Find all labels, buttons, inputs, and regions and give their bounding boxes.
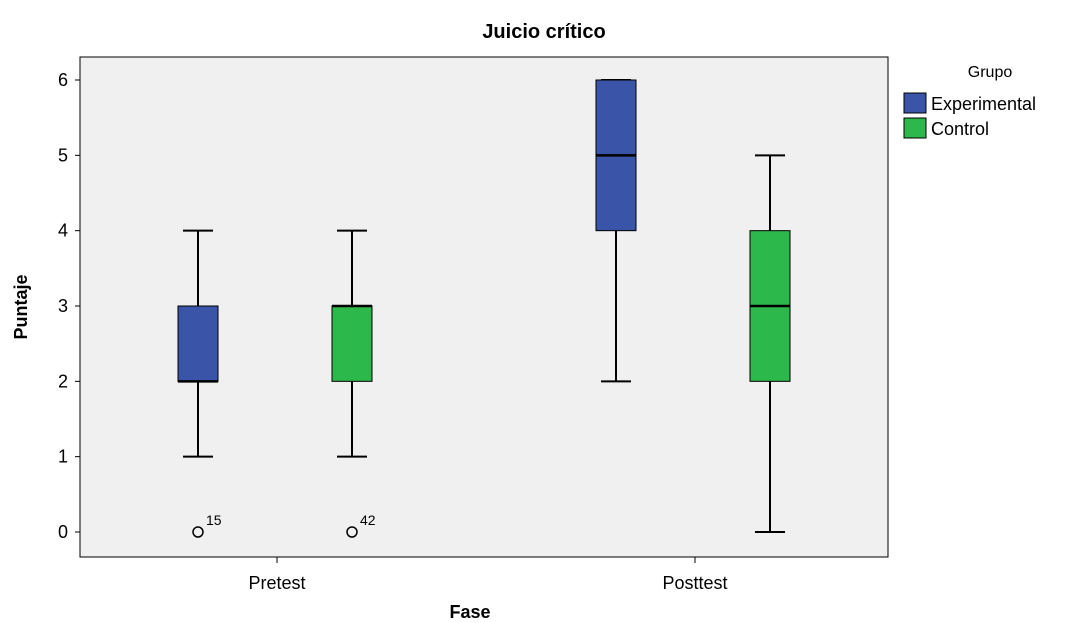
iqr-box-control-pretest (331, 305, 373, 382)
y-tick-label-6: 6 (58, 70, 68, 90)
x-tick-label-pretest: Pretest (248, 573, 305, 593)
box-control-pretest: 42 (331, 229, 376, 538)
box-series: 15 42 (177, 79, 791, 538)
y-tick-label-5: 5 (58, 145, 68, 165)
chart-title: Juicio crítico (482, 21, 605, 43)
y-tick-label-0: 0 (58, 522, 68, 542)
y-axis-title: Puntaje (11, 274, 31, 339)
y-tick-label-1: 1 (58, 447, 68, 467)
box-control-posttest (749, 154, 791, 533)
outlier-label-control-pretest: 42 (360, 512, 376, 528)
x-axis-title: Fase (449, 602, 490, 622)
x-tick-label-posttest: Posttest (662, 573, 727, 593)
legend-label-control: Control (931, 119, 989, 139)
outlier-control-pretest (346, 526, 358, 538)
legend-swatch-experimental (903, 92, 927, 114)
y-tick-label-2: 2 (58, 371, 68, 391)
legend-swatch-control (903, 117, 927, 139)
legend-label-experimental: Experimental (931, 94, 1036, 114)
y-axis: 0 1 2 3 4 5 6 (58, 70, 80, 542)
box-experimental-posttest (595, 79, 637, 383)
legend: Grupo Experimental Control (903, 64, 1036, 139)
iqr-box-experimental-pretest (177, 305, 219, 382)
x-axis: Pretest Posttest (248, 557, 728, 593)
box-experimental-pretest: 15 (177, 229, 222, 538)
outlier-label-experimental-pretest: 15 (206, 512, 222, 528)
outlier-experimental-pretest (192, 526, 204, 538)
y-tick-label-4: 4 (58, 221, 68, 241)
y-tick-label-3: 3 (58, 296, 68, 316)
legend-title: Grupo (968, 64, 1013, 81)
